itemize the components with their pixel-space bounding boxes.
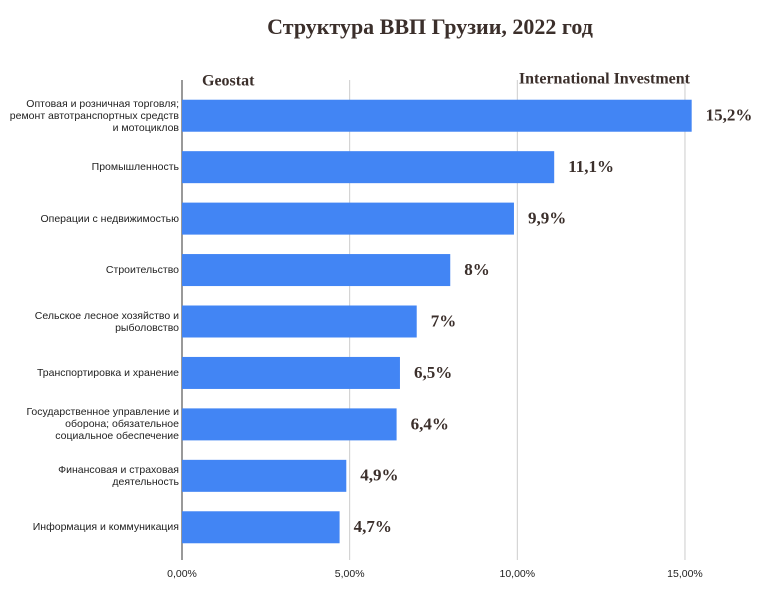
bar xyxy=(182,459,347,492)
annotation: International Investment xyxy=(519,71,691,88)
x-tick-label: 5,00% xyxy=(335,568,365,580)
value-label: 4,7% xyxy=(354,517,392,536)
value-label: 6,4% xyxy=(411,414,449,433)
value-label: 11,1% xyxy=(568,157,614,176)
x-tick-label: 10,00% xyxy=(500,568,536,580)
x-tick-label: 15,00% xyxy=(667,568,703,580)
chart-title: Структура ВВП Грузии, 2022 год xyxy=(267,14,593,39)
y-tick-label: Государственное управление и оборона; об… xyxy=(26,406,179,443)
value-label: 8% xyxy=(464,260,490,279)
value-label: 15,2% xyxy=(706,106,753,125)
value-label: 4,9% xyxy=(360,466,398,485)
y-tick-label: Транспортировка и хранение xyxy=(36,366,179,379)
y-tick-label: Операции с недвижимостью xyxy=(40,212,179,225)
bar xyxy=(182,202,514,235)
y-tick-label: Сельское лесное хозяйство и рыболовство xyxy=(34,309,179,334)
bar xyxy=(182,511,340,544)
y-tick-label: Промышленность xyxy=(91,161,179,174)
bar xyxy=(182,305,417,338)
y-tick-label: Информация и коммуникация xyxy=(32,521,179,534)
annotation: Geostat xyxy=(202,73,255,90)
y-tick-label: Оптовая и розничная торговля; ремонт авт… xyxy=(9,97,179,134)
x-tick-label: 0,00% xyxy=(167,568,197,580)
bar xyxy=(182,408,397,441)
value-label: 6,5% xyxy=(414,363,452,382)
y-tick-label: Строительство xyxy=(105,264,179,277)
bar xyxy=(182,356,400,389)
value-label: 7% xyxy=(431,311,457,330)
y-tick-label: Финансовая и страховая деятельность xyxy=(58,463,179,488)
bar xyxy=(182,151,555,184)
bar xyxy=(182,99,692,132)
value-label: 9,9% xyxy=(528,209,566,228)
bar xyxy=(182,254,451,287)
